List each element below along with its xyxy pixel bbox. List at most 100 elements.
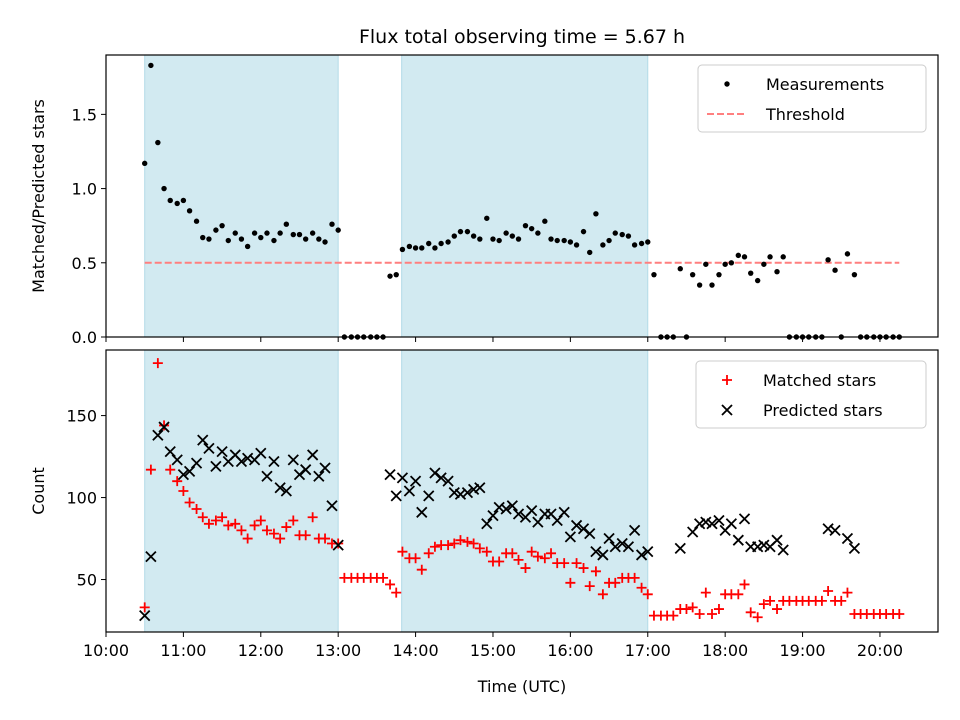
- predicted-star-point: [177, 468, 190, 481]
- measurement-point: [851, 271, 858, 278]
- measurement-point: [232, 230, 238, 236]
- measurement-point: [329, 221, 335, 227]
- x-tick-label: 19:00: [780, 641, 826, 660]
- predicted-star-point: [203, 442, 215, 455]
- predicted-star-point: [255, 447, 267, 459]
- predicted-star-point: [416, 506, 428, 518]
- matched-star-point: [191, 504, 202, 515]
- matched-star-point: [333, 538, 344, 549]
- predicted-star-point: [396, 472, 409, 484]
- matched-star-point: [745, 607, 756, 618]
- measurement-point: [322, 239, 328, 245]
- measurement-point: [258, 234, 264, 241]
- measurement-point: [457, 228, 464, 235]
- predicted-star-point: [609, 541, 621, 553]
- predicted-star-point: [384, 468, 396, 481]
- matched-star-point: [378, 572, 389, 583]
- predicted-star-point: [603, 532, 615, 545]
- measurement-point: [155, 139, 161, 146]
- predicted-star-point: [738, 513, 751, 525]
- y-tick-label: 50: [77, 571, 97, 590]
- predicted-star-point: [287, 454, 299, 466]
- predicted-star-point: [235, 455, 248, 468]
- matched-star-point: [481, 546, 492, 557]
- matched-star-point: [468, 538, 479, 549]
- measurement-point: [264, 230, 270, 236]
- y-tick-label: 150: [66, 407, 97, 426]
- predicted-star-point: [713, 514, 725, 527]
- measurement-point: [426, 240, 432, 247]
- measurement-point: [244, 243, 251, 250]
- x-tick-label: 17:00: [625, 641, 671, 660]
- predicted-star-point: [390, 490, 402, 502]
- measurement-point: [535, 230, 541, 236]
- matched-star-point: [584, 581, 595, 592]
- legend-marker-measurements: [724, 81, 730, 87]
- matched-star-point: [139, 602, 150, 613]
- measurement-point: [309, 230, 316, 236]
- predicted-star-point: [635, 549, 648, 561]
- matched-star-point: [307, 512, 318, 523]
- measurement-point: [206, 236, 212, 242]
- predicted-star-point: [409, 475, 422, 487]
- matched-star-point: [765, 595, 776, 606]
- measurement-point: [567, 239, 574, 245]
- measurement-point: [503, 230, 509, 236]
- shaded-interval: [401, 349, 649, 633]
- matched-star-point: [494, 556, 505, 567]
- legend-marker-predicted: [721, 404, 733, 416]
- shaded-interval: [144, 349, 339, 633]
- predicted-star-point: [597, 549, 609, 561]
- predicted-star-point: [841, 532, 854, 545]
- measurement-point: [612, 230, 618, 236]
- matched-star-point: [559, 558, 570, 569]
- measurement-point: [509, 233, 516, 239]
- measurement-point: [689, 271, 696, 278]
- count-y-axis-label: Count: [29, 467, 48, 515]
- measurement-point: [477, 236, 483, 242]
- matched-star-point: [249, 520, 260, 531]
- predicted-star-point: [319, 462, 331, 474]
- predicted-star-point: [152, 429, 164, 441]
- predicted-star-point: [332, 539, 344, 551]
- matched-star-point: [416, 564, 427, 575]
- measurement-point: [548, 236, 554, 242]
- y-tick-label: 0.0: [72, 328, 97, 347]
- predicted-star-point: [487, 509, 499, 522]
- count-panel-axes: 50 100 150 10:00 11:00 12:00 13:00 14:00 15:00 16…: [66, 407, 903, 660]
- measurement-point: [825, 257, 831, 263]
- matched-star-point: [700, 587, 711, 598]
- measurement-points: [141, 62, 903, 340]
- measurement-point: [522, 222, 529, 229]
- measurement-point: [703, 261, 709, 267]
- y-tick-label: 1.0: [72, 180, 97, 199]
- measurement-point: [554, 237, 560, 244]
- x-tick-label: 15:00: [470, 641, 516, 660]
- x-tick-label: 10:00: [83, 641, 129, 660]
- matched-star-point: [178, 486, 189, 496]
- legend-label-predicted: Predicted stars: [763, 401, 883, 420]
- predicted-star-point: [829, 524, 841, 536]
- predicted-star-point: [590, 546, 602, 558]
- measurement-point: [625, 233, 632, 239]
- matched-star-point: [152, 358, 163, 369]
- measurement-point: [387, 273, 393, 279]
- x-tick-label: 20:00: [857, 641, 903, 660]
- measurement-point: [844, 251, 851, 257]
- measurement-point: [709, 282, 715, 288]
- matched-star-point: [642, 589, 653, 600]
- legend-label-measurements: Measurements: [766, 75, 884, 94]
- measurement-point: [496, 237, 502, 244]
- ratio-legend-box: [697, 64, 927, 133]
- measurement-point: [438, 240, 444, 247]
- matched-star-point: [758, 599, 769, 610]
- matched-star-point: [681, 604, 692, 615]
- measurement-point: [606, 237, 612, 244]
- predicted-star-point: [584, 527, 596, 540]
- matched-star-point: [816, 595, 827, 606]
- matched-star-point: [203, 518, 214, 529]
- matched-star-point: [159, 420, 170, 431]
- predicted-star-point: [474, 482, 486, 494]
- predicted-star-point: [313, 470, 325, 482]
- predicted-star-point: [558, 506, 570, 518]
